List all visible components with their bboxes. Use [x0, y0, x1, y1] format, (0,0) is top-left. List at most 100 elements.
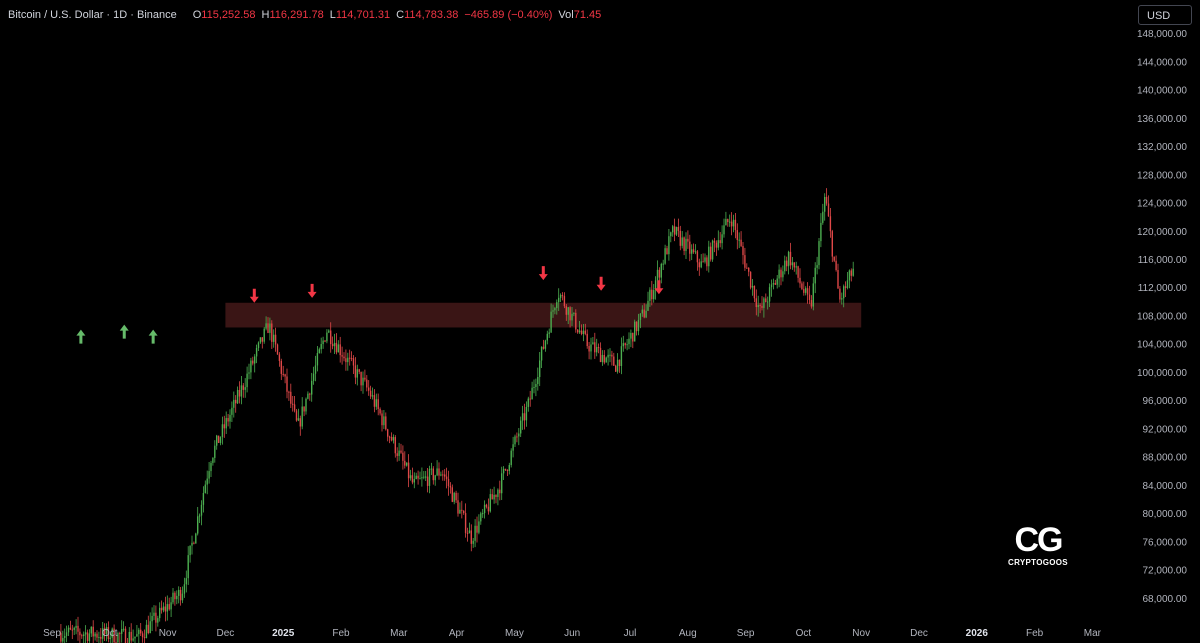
candle-body — [451, 487, 453, 502]
price-axis[interactable]: 148,000.00 144,000.00 140,000.00 136,000.00… — [1137, 29, 1187, 605]
open-value: 115,252.58 — [201, 9, 256, 21]
candle-body — [628, 338, 630, 345]
time-tick-label: Sep — [43, 628, 61, 639]
candle-body — [160, 607, 163, 611]
candle-body — [559, 294, 562, 298]
candle-body — [765, 298, 767, 303]
candle-body — [423, 476, 425, 478]
candle-body — [240, 385, 243, 397]
candle-body — [263, 328, 265, 342]
currency-selector[interactable]: USD — [1138, 5, 1192, 25]
candle-body — [476, 525, 478, 533]
candle-body — [691, 249, 693, 254]
candle-body — [288, 391, 290, 393]
up-arrow-icon — [148, 329, 158, 344]
up-arrow-icon — [76, 329, 86, 344]
candle-body — [447, 478, 450, 487]
candle-body — [801, 283, 803, 290]
candle-body — [252, 360, 254, 364]
candle-body — [653, 290, 655, 300]
candle-body — [672, 226, 674, 233]
candlesticks — [60, 188, 854, 643]
candle-body — [350, 358, 353, 360]
candle-body — [100, 636, 102, 639]
candle-body — [512, 444, 514, 451]
candle-body — [668, 236, 670, 255]
time-tick-label: Feb — [332, 628, 350, 639]
candle-body — [455, 492, 457, 501]
candle-body — [662, 263, 664, 265]
candle-body — [679, 230, 681, 246]
candle-body — [478, 521, 480, 533]
candle-body — [117, 633, 119, 643]
candle-body — [468, 530, 471, 534]
candle-body — [751, 285, 754, 288]
candle-body — [708, 246, 710, 267]
candle-body — [565, 306, 567, 315]
candle-body — [77, 625, 79, 632]
candle-body — [352, 358, 355, 366]
candle-body — [784, 260, 786, 272]
candle-body — [516, 436, 518, 438]
candle-body — [387, 429, 389, 437]
candle-body — [839, 288, 841, 300]
candle-body — [829, 216, 832, 232]
candle-body — [132, 638, 134, 641]
candle-body — [683, 237, 685, 251]
candle-body — [375, 399, 377, 407]
candle-body — [772, 283, 775, 285]
candle-body — [347, 357, 349, 363]
candle-body — [191, 542, 193, 546]
candle-body — [740, 239, 742, 247]
time-axis[interactable]: Sep Oct Nov Dec 2025 Feb Mar Apr May Jun Jul Aug Sep… — [43, 628, 1102, 639]
candle-body — [635, 321, 638, 332]
candle-body — [616, 359, 619, 372]
candle-body — [153, 612, 155, 616]
candle-body — [825, 196, 828, 204]
candle-body — [597, 347, 600, 349]
candle-body — [290, 391, 292, 404]
candle-body — [79, 631, 81, 636]
open-label: O — [192, 9, 202, 21]
candle-body — [658, 269, 661, 278]
candle-body — [687, 238, 689, 242]
candle-body — [485, 504, 488, 507]
candle-body — [328, 330, 330, 333]
support-resistance-zone — [225, 302, 862, 328]
candle-body — [368, 387, 370, 391]
candle-body — [681, 237, 683, 246]
candle-body — [689, 241, 691, 254]
candle-body — [843, 286, 845, 299]
candle-body — [643, 309, 645, 318]
candle-body — [666, 248, 668, 255]
price-tick-label: 128,000.00 — [1137, 170, 1187, 181]
candle-body — [700, 261, 702, 268]
candle-body — [406, 462, 408, 466]
candle-body — [198, 515, 201, 517]
candle-body — [409, 475, 412, 479]
candle-body — [303, 406, 305, 412]
candle-body — [578, 330, 581, 333]
candle-body — [392, 437, 395, 441]
candle-body — [812, 283, 814, 307]
candle-body — [791, 262, 794, 266]
time-tick-label: Nov — [852, 628, 870, 639]
candle-body — [231, 407, 233, 415]
candle-body — [67, 627, 70, 633]
candle-body — [362, 377, 364, 386]
candle-body — [90, 626, 92, 634]
candle-body — [333, 342, 336, 347]
candle-body — [162, 606, 165, 611]
candle-body — [65, 632, 68, 636]
candle-body — [383, 416, 385, 426]
candle-body — [637, 319, 640, 332]
candle-body — [109, 637, 111, 639]
candle-body — [719, 240, 721, 244]
candle-body — [147, 624, 149, 634]
down-arrow-icon — [249, 288, 259, 303]
candle-body — [734, 219, 737, 231]
candle-body — [219, 437, 222, 443]
candle-body — [748, 267, 750, 272]
candle-body — [312, 373, 315, 381]
